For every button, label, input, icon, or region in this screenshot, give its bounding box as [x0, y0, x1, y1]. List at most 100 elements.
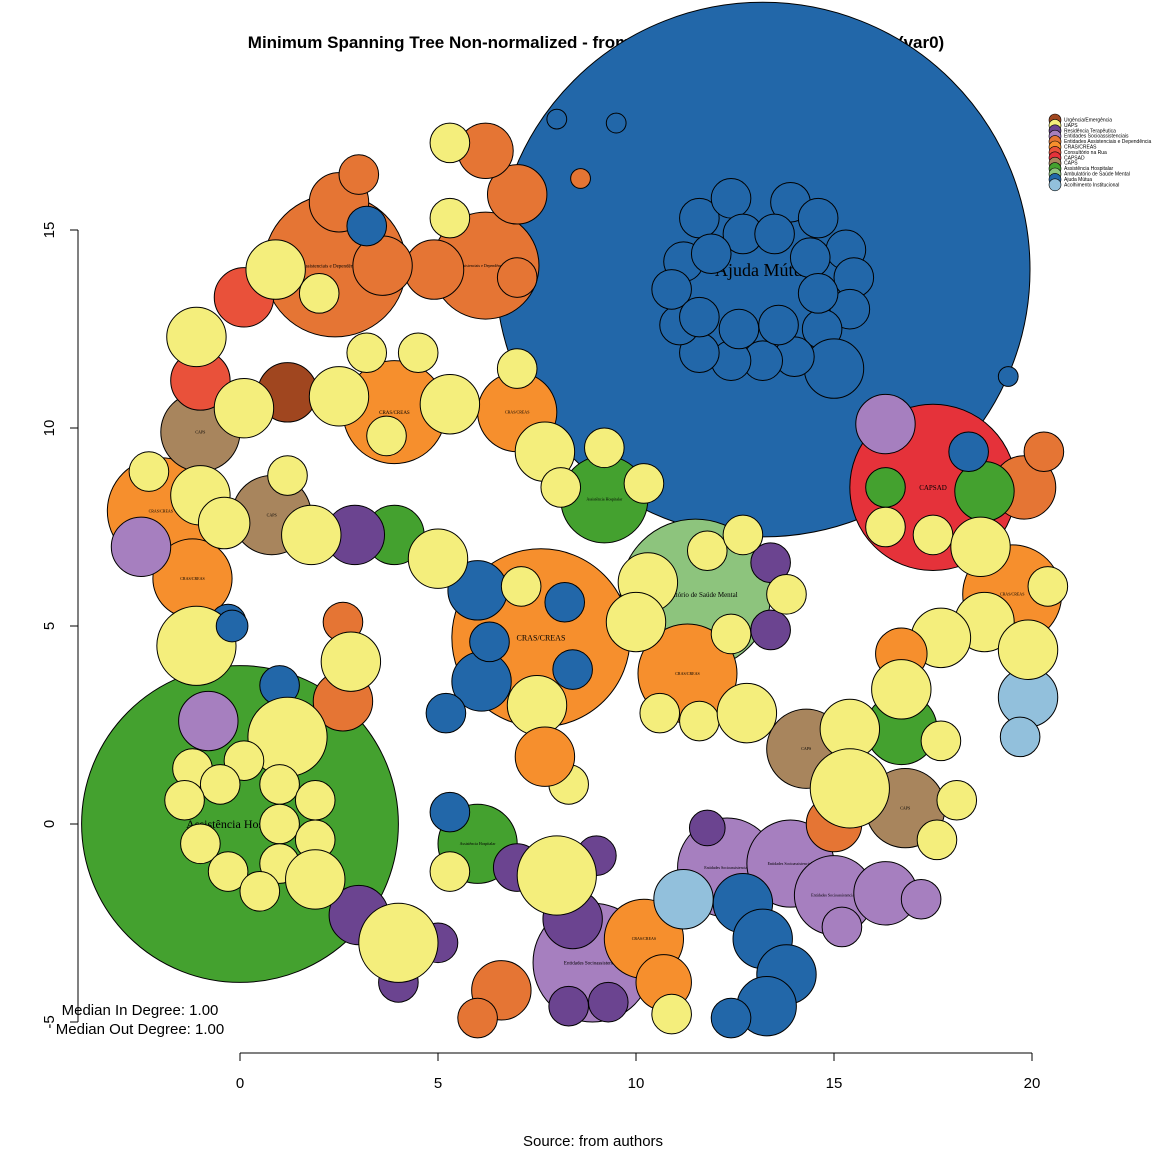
node-circle — [936, 779, 978, 821]
node-147 — [358, 902, 439, 983]
y-tick-label: 0 — [41, 820, 58, 828]
node-circle — [320, 631, 382, 692]
node-circle — [651, 269, 692, 310]
node-46 — [178, 690, 239, 752]
node-170 — [871, 659, 932, 720]
node-158 — [710, 613, 752, 655]
node-circle — [552, 649, 593, 690]
node-69 — [544, 581, 586, 623]
node-124 — [540, 467, 582, 508]
node-circle — [110, 516, 172, 577]
node-circle — [688, 809, 726, 847]
node-39 — [457, 997, 498, 1039]
node-138 — [294, 779, 336, 821]
node-circle — [544, 581, 586, 623]
node-label: Ambulatório de Saúde Mental — [653, 591, 738, 599]
node-123 — [623, 463, 665, 504]
node-84 — [710, 178, 752, 219]
node-150 — [500, 566, 542, 607]
node-circle — [215, 609, 249, 643]
node-label: Assistência Hospitalar — [586, 497, 623, 502]
node-65 — [999, 716, 1041, 758]
node-108 — [997, 366, 1019, 387]
node-circle — [758, 304, 799, 346]
node-165 — [912, 514, 954, 556]
node-label: CRAS/CREAS — [379, 411, 410, 416]
node-36 — [338, 154, 380, 195]
node-circle — [690, 233, 732, 275]
node-circle — [809, 748, 890, 829]
node-70 — [552, 649, 593, 690]
legend-label: Ajuda Mútua — [1064, 177, 1092, 183]
node-106 — [546, 108, 568, 130]
node-circle — [178, 690, 239, 752]
node-circle — [679, 296, 720, 338]
node-circle — [754, 213, 795, 255]
node-circle — [865, 506, 906, 548]
node-118 — [496, 348, 538, 389]
node-circle — [548, 985, 589, 1027]
node-circle — [207, 851, 249, 892]
node-circle — [166, 306, 227, 368]
node-142 — [180, 823, 221, 865]
node-75 — [429, 791, 471, 833]
node-circle — [180, 823, 221, 865]
legend-label: CAPS — [1064, 161, 1078, 167]
node-104 — [758, 304, 799, 346]
node-circle — [425, 692, 467, 734]
node-137 — [259, 764, 300, 805]
node-circle — [797, 273, 839, 314]
legend-swatch — [1048, 178, 1062, 192]
node-circle — [912, 514, 954, 556]
node-circle — [487, 164, 548, 225]
node-circle — [639, 692, 681, 734]
node-circle — [803, 338, 865, 399]
x-tick-label: 15 — [826, 1075, 843, 1092]
node-circle — [679, 700, 720, 742]
node-144 — [207, 851, 249, 892]
node-label: CRAS/CREAS — [1000, 592, 1024, 597]
x-tick-label: 20 — [1024, 1075, 1041, 1092]
node-circle — [997, 619, 1059, 680]
node-107 — [605, 112, 627, 134]
node-circle — [584, 427, 625, 469]
node-circle — [259, 803, 300, 845]
node-circle — [457, 997, 498, 1039]
node-circle — [871, 659, 932, 720]
node-161 — [716, 682, 778, 744]
node-circle — [496, 348, 538, 389]
node-label: CRAS/CREAS — [675, 671, 699, 676]
node-circle — [267, 455, 308, 496]
node-circle — [496, 257, 538, 298]
node-114 — [346, 332, 388, 374]
node-circle — [429, 122, 471, 164]
node-174 — [936, 779, 978, 821]
node-112 — [213, 378, 275, 439]
node-label: CRAS/CREAS — [505, 410, 529, 415]
node-circle — [197, 496, 251, 550]
node-148 — [429, 851, 471, 892]
node-34 — [1023, 431, 1065, 473]
node-circle — [623, 463, 665, 504]
node-circle — [710, 997, 752, 1039]
node-circle — [722, 514, 764, 556]
node-55 — [548, 985, 589, 1027]
y-tick-label: -5 — [41, 1015, 58, 1028]
node-circle — [506, 675, 568, 736]
node-label: Entidades Socioassistenciais — [811, 893, 857, 898]
node-circle — [710, 178, 752, 219]
node-circle — [653, 869, 714, 930]
node-122 — [584, 427, 625, 469]
node-56 — [587, 981, 629, 1023]
legend-label: Entidades Socioassistenciais — [1064, 134, 1129, 140]
node-circle — [651, 993, 692, 1035]
node-label: CRAS/CREAS — [517, 634, 566, 643]
node-62 — [900, 878, 942, 920]
y-tick-label: 5 — [41, 622, 58, 630]
legend-label: Ambulatório de Saúde Mental — [1064, 172, 1130, 178]
median-in-degree: Median In Degree: 1.00 — [62, 1002, 219, 1019]
node-circle — [358, 902, 439, 983]
node-120 — [429, 122, 471, 164]
